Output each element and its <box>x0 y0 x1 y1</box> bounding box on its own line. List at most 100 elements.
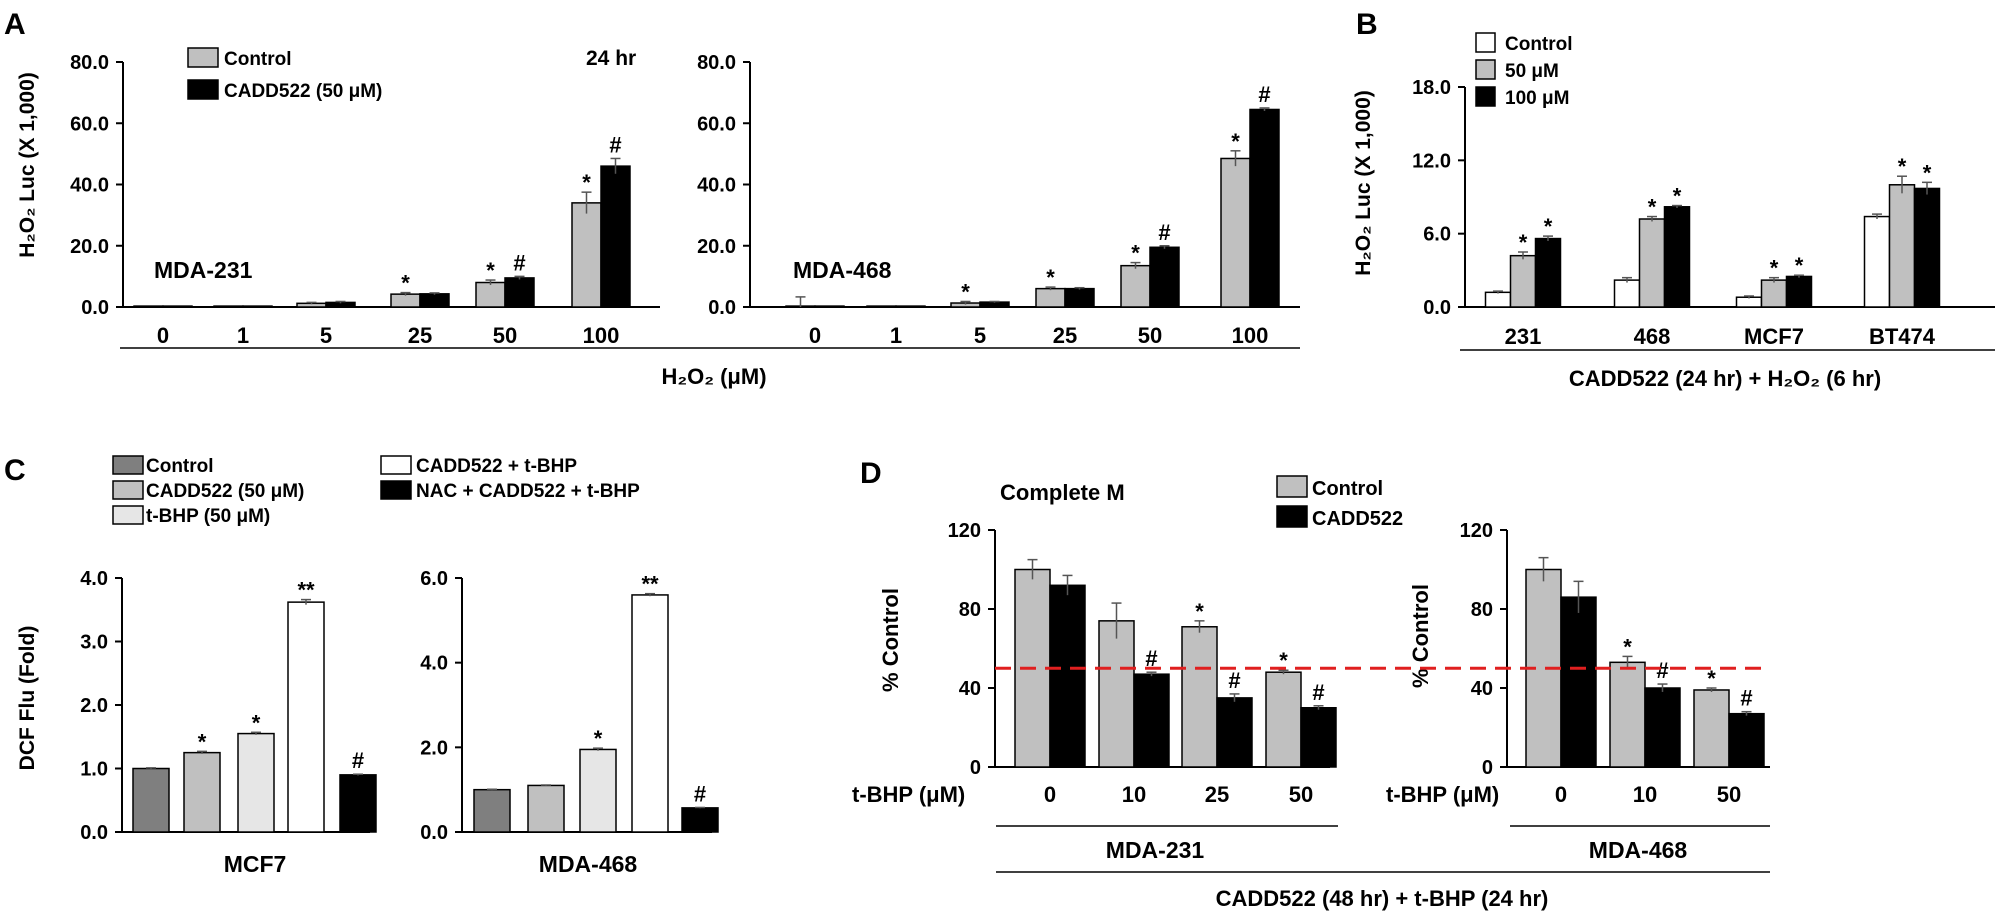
x-tick-label: 1 <box>237 323 249 348</box>
significance-hash: # <box>609 132 621 157</box>
panel-a: A H₂O₂ Luc (X 1,000) 0.0 20.0 40.0 60.0 80.0… <box>4 8 1300 389</box>
bar <box>1728 712 1765 768</box>
bar <box>979 301 1010 308</box>
x-tick-label: 25 <box>1205 782 1229 807</box>
significance-star: * <box>1898 154 1907 179</box>
panel-b-ylabel: H₂O₂ Luc (X 1,000) <box>1352 90 1375 276</box>
legend-swatch-control <box>112 455 144 475</box>
panel-a-time-label: 24 hr <box>586 47 636 70</box>
y-tick-label: 60.0 <box>70 113 109 135</box>
significance-star: * <box>1648 195 1657 220</box>
legend-swatch-cadd522 <box>187 79 219 100</box>
legend-swatch-tbhp <box>112 505 144 525</box>
panel-c-mda468-marks: 0.02.04.06.0***# <box>420 568 719 844</box>
panel-a-legend: Control CADD522 (50 μM) <box>187 47 382 102</box>
y-tick-label: 12.0 <box>1412 150 1451 172</box>
x-tick-label: MCF7 <box>1744 324 1804 349</box>
significance-star: * <box>401 271 410 296</box>
y-tick-label: 80 <box>1471 599 1493 621</box>
y-tick-label: 6.0 <box>1423 224 1451 246</box>
x-tick-label: 1 <box>890 323 902 348</box>
panel-c-mcf7-marks: 0.01.02.03.04.0****# <box>80 568 377 844</box>
bar <box>1049 584 1086 768</box>
y-tick-label: 40.0 <box>70 175 109 197</box>
y-tick-label: 40.0 <box>697 175 736 197</box>
x-tick-label: 50 <box>1289 782 1313 807</box>
significance-hash: # <box>1158 220 1170 245</box>
legend-swatch-cadd522 <box>112 480 144 500</box>
x-tick-label: 231 <box>1505 324 1542 349</box>
bar <box>1220 157 1251 308</box>
significance-star: * <box>1131 241 1140 266</box>
panel-b-marks: 0.0 6.0 12.0 18.0 * * 231 * * 468 * * MCF7 * * BT474 <box>1412 77 1941 349</box>
x-tick-label: 468 <box>1634 324 1671 349</box>
legend-label-tbhp: t-BHP (50 μM) <box>146 506 270 527</box>
y-tick-label: 4.0 <box>420 653 448 675</box>
y-tick-label: 0.0 <box>80 822 108 844</box>
bar <box>1265 671 1302 768</box>
bar <box>1888 184 1916 308</box>
significance-star: * <box>961 279 970 304</box>
bar <box>681 807 719 833</box>
bar <box>1484 291 1512 308</box>
x-tick-label: BT474 <box>1869 324 1936 349</box>
y-tick-label: 0 <box>970 757 981 779</box>
bar <box>579 748 617 833</box>
significance-star: * <box>1770 256 1779 281</box>
bar <box>419 293 450 308</box>
y-tick-label: 80.0 <box>697 52 736 74</box>
bar <box>339 774 377 833</box>
bar <box>866 305 897 308</box>
x-tick-label: 10 <box>1122 782 1146 807</box>
significance-star: * <box>1519 230 1528 255</box>
bar <box>1785 275 1813 308</box>
y-tick-label: 2.0 <box>80 695 108 717</box>
panel-d-mda231-marks: 0 40 80 120 0 #10 * #25 * #50 <box>948 520 1337 807</box>
panel-a-mda231-marks: 0.0 20.0 40.0 60.0 80.0 0 1 5 * 25 * #50 * #100 <box>70 52 631 348</box>
legend-label-50: 50 μM <box>1505 61 1559 82</box>
panel-d-xlabel: CADD522 (48 hr) + t-BHP (24 hr) <box>1216 886 1549 911</box>
panel-c-ylabel: DCF Flu (Fold) <box>16 626 39 771</box>
bar <box>1120 264 1151 308</box>
legend-label-nac: NAC + CADD522 + t-BHP <box>416 481 640 502</box>
legend-label-cadd522: CADD522 (50 μM) <box>146 481 304 502</box>
panel-b-legend: Control 50 μM 100 μM <box>1475 32 1573 109</box>
panel-c: C DCF Flu (Fold) Control CADD522 (50 μM)… <box>4 454 719 877</box>
bar <box>814 305 845 308</box>
significance-star: * <box>198 729 207 754</box>
x-tick-label: 50 <box>1717 782 1741 807</box>
significance-star: ** <box>297 578 315 603</box>
panel-d-mda231-label: MDA-231 <box>1106 837 1205 863</box>
legend-swatch-100 <box>1475 86 1496 107</box>
y-tick-label: 0.0 <box>708 297 736 319</box>
x-tick-label: 100 <box>583 323 620 348</box>
panel-d-ylabel-2: % Control <box>1408 584 1433 688</box>
bar <box>1693 689 1730 768</box>
x-tick-label: 5 <box>974 323 986 348</box>
significance-star: * <box>1195 599 1204 624</box>
bar <box>183 751 221 833</box>
y-tick-label: 2.0 <box>420 737 448 759</box>
panel-d-title: Complete M <box>1000 480 1125 505</box>
legend-swatch-nac <box>380 480 412 500</box>
legend-label-control: Control <box>1505 34 1573 55</box>
panel-a-mda468-marks: 0.020.040.060.080.00 1*5*25*#50*#100 <box>697 52 1280 348</box>
y-tick-label: 0.0 <box>1423 297 1451 319</box>
significance-hash: # <box>1740 686 1752 711</box>
y-tick-label: 4.0 <box>80 568 108 590</box>
y-tick-label: 20.0 <box>697 236 736 258</box>
significance-star: * <box>252 710 261 735</box>
legend-label-cadd522-tbhp: CADD522 + t-BHP <box>416 456 577 477</box>
significance-hash: # <box>513 250 525 275</box>
panel-d: D Complete M Control CADD522 % Control %… <box>852 457 1770 911</box>
bar <box>1035 287 1066 308</box>
y-tick-label: 0.0 <box>81 297 109 319</box>
bar <box>631 594 669 833</box>
panel-b-xlabel: CADD522 (24 hr) + H₂O₂ (6 hr) <box>1569 366 1881 391</box>
panel-d-tbhp-label-2: t-BHP (μM) <box>1386 782 1499 807</box>
bar <box>1300 707 1337 768</box>
x-tick-label: 0 <box>809 323 821 348</box>
significance-star: * <box>1046 265 1055 290</box>
x-tick-label: 10 <box>1633 782 1657 807</box>
